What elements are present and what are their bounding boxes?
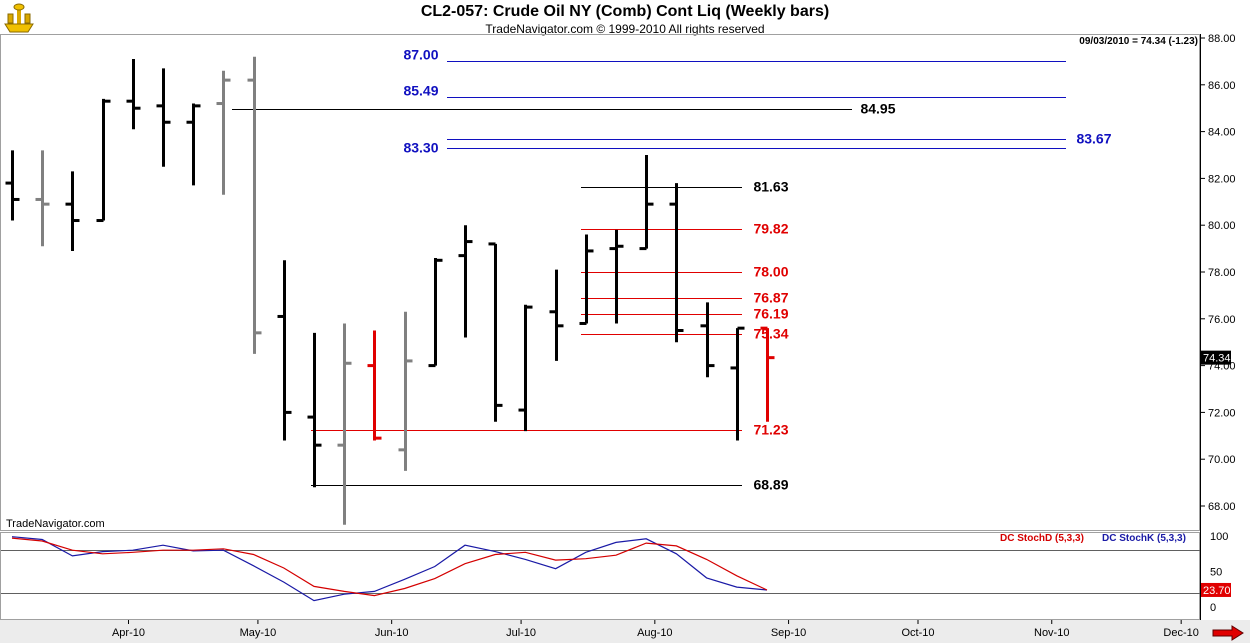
stoch-series-line-1	[11, 537, 768, 597]
ohlc-bar-2010-07-30	[639, 155, 654, 251]
ohlc-bar-2010-03-19	[65, 171, 80, 251]
level-label-76.87: 76.87	[753, 290, 788, 306]
price-axis-band	[1201, 34, 1250, 620]
axes: 68.0070.0072.0074.0076.0078.0080.0082.00…	[112, 33, 1236, 639]
ohlc-bar-2010-08-20	[730, 326, 745, 441]
ohlc-bar-2010-06-25	[488, 242, 503, 422]
chart-frame	[0, 34, 1250, 643]
legend-stoch-d: DC StochD (5,3,3)	[1000, 533, 1084, 544]
stoch-last-box	[1201, 582, 1231, 597]
indicator-panel-border	[0, 532, 1200, 620]
last-quote-readout: 09/03/2010 = 74.34 (-1.23)	[1079, 36, 1198, 47]
ohlc-bar-2010-03-12	[35, 150, 50, 247]
ohlc-bar-2010-04-09	[156, 68, 171, 167]
y-tick-label: 70.00	[1208, 454, 1236, 466]
ohlc-bar-2010-07-02	[518, 304, 533, 432]
last-price-box	[1201, 350, 1231, 365]
ohlc-bar-2010-05-07	[277, 260, 292, 441]
ohlc-bar-2010-05-28	[367, 330, 382, 441]
chart-subtitle: TradeNavigator.com © 1999-2010 All right…	[485, 22, 765, 36]
x-tick-label: Jul-10	[506, 627, 536, 639]
ohlc-bar-2010-05-21	[337, 323, 352, 525]
level-label-71.23: 71.23	[753, 422, 788, 438]
stoch-y-tick: 100	[1210, 531, 1228, 543]
x-tick-label: Aug-10	[637, 627, 672, 639]
level-label-83.67: 83.67	[1076, 131, 1111, 147]
y-tick-label: 72.00	[1208, 407, 1236, 419]
price-levels: 87.00 85.49 83.30 83.67 84.95 81.63 79.82 78.00…	[232, 47, 1112, 493]
ohlc-bar-2010-06-18	[458, 225, 473, 338]
stochastic-panel: 0 50 100 23.70	[1, 531, 1231, 614]
y-tick-label: 68.00	[1208, 501, 1236, 513]
level-label-68.89: 68.89	[753, 477, 788, 493]
watermark-text: TradeNavigator.com	[6, 518, 105, 530]
y-tick-label: 86.00	[1208, 80, 1236, 92]
level-label-79.82: 79.82	[753, 221, 788, 237]
y-tick-label: 84.00	[1208, 127, 1236, 139]
price-panel-border	[0, 34, 1200, 531]
ohlc-bar-2010-08-06	[669, 183, 684, 343]
ohlc-bar-2010-04-30	[247, 56, 262, 354]
ohlc-bars	[5, 56, 775, 525]
stoch-last-label: 23.70	[1203, 585, 1231, 597]
y-tick-label: 82.00	[1208, 173, 1236, 185]
level-label-85.49: 85.49	[403, 83, 438, 99]
level-label-87.00: 87.00	[403, 47, 438, 63]
stoch-series-line-0	[11, 536, 768, 602]
x-tick-label: Sep-10	[771, 627, 806, 639]
ohlc-bar-2010-03-05	[5, 150, 20, 221]
level-label-83.30: 83.30	[403, 140, 438, 156]
ohlc-bar-2010-07-09	[549, 269, 564, 361]
ohlc-bar-2010-06-11	[428, 257, 443, 368]
scroll-right-arrow-icon[interactable]	[1212, 625, 1244, 641]
ohlc-bar-2010-07-16	[579, 234, 594, 325]
y-tick-label: 76.00	[1208, 314, 1236, 326]
y-tick-label: 80.00	[1208, 220, 1236, 232]
legend-stoch-k: DC StochK (5,3,3)	[1102, 533, 1186, 544]
x-tick-label: May-10	[240, 627, 277, 639]
stoch-y-tick: 0	[1210, 602, 1216, 614]
ohlc-bar-2010-07-23	[609, 229, 624, 324]
ohlc-bar-2010-08-27	[760, 326, 775, 422]
ohlc-bar-2010-04-02	[126, 59, 141, 130]
x-tick-label: Oct-10	[901, 627, 934, 639]
ohlc-bar-2010-08-13	[700, 302, 715, 378]
ohlc-bar-2010-04-16	[186, 103, 201, 186]
y-tick-label: 88.00	[1208, 33, 1236, 45]
level-label-75.34: 75.34	[753, 326, 788, 342]
time-axis-band	[0, 620, 1250, 643]
ohlc-bar-2010-06-04	[398, 311, 413, 471]
stoch-y-tick: 50	[1210, 567, 1222, 579]
level-label-81.63: 81.63	[753, 179, 788, 195]
ohlc-bar-2010-04-23	[216, 70, 231, 195]
y-tick-label: 78.00	[1208, 267, 1236, 279]
level-label-78.00: 78.00	[753, 264, 788, 280]
ohlc-bar-2010-05-14	[307, 332, 322, 488]
level-label-84.95: 84.95	[860, 101, 895, 117]
ohlc-bar-2010-03-26	[96, 98, 111, 223]
x-tick-label: Dec-10	[1163, 627, 1198, 639]
last-price-label: 74.34	[1203, 353, 1231, 365]
x-tick-label: Nov-10	[1034, 627, 1069, 639]
trade-navigator-logo-icon	[4, 3, 34, 33]
x-tick-label: Jun-10	[375, 627, 409, 639]
level-label-76.19: 76.19	[753, 306, 788, 322]
x-tick-label: Apr-10	[112, 627, 145, 639]
chart-title: CL2-057: Crude Oil NY (Comb) Cont Liq (W…	[420, 3, 830, 20]
